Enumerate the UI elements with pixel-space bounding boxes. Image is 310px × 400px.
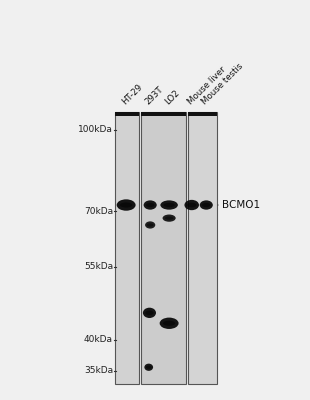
Ellipse shape <box>160 200 178 210</box>
Ellipse shape <box>162 214 176 222</box>
Ellipse shape <box>163 203 175 207</box>
Text: 55kDa: 55kDa <box>84 262 113 271</box>
Text: 40kDa: 40kDa <box>84 335 113 344</box>
Ellipse shape <box>163 321 175 326</box>
Ellipse shape <box>147 223 153 227</box>
Ellipse shape <box>187 203 197 207</box>
Bar <box>188 112 217 384</box>
Bar <box>141 109 186 116</box>
Text: Mouse liver: Mouse liver <box>186 65 228 106</box>
Ellipse shape <box>145 221 155 228</box>
Ellipse shape <box>146 203 154 207</box>
Ellipse shape <box>165 216 173 220</box>
Ellipse shape <box>200 200 213 210</box>
Bar <box>188 109 217 116</box>
Text: HT-29: HT-29 <box>121 82 144 106</box>
Text: 100kDa: 100kDa <box>78 125 113 134</box>
Text: 70kDa: 70kDa <box>84 207 113 216</box>
Ellipse shape <box>160 318 179 329</box>
Ellipse shape <box>144 364 153 371</box>
Text: 293T: 293T <box>143 85 165 106</box>
Ellipse shape <box>145 310 154 315</box>
Bar <box>141 112 186 384</box>
Ellipse shape <box>184 200 199 210</box>
Ellipse shape <box>146 366 152 369</box>
Text: LO2: LO2 <box>163 88 181 106</box>
Ellipse shape <box>144 200 157 210</box>
Bar <box>115 109 139 116</box>
Text: Mouse testis: Mouse testis <box>200 62 245 106</box>
Ellipse shape <box>120 202 132 208</box>
Ellipse shape <box>117 199 135 211</box>
Bar <box>115 112 139 384</box>
Text: 35kDa: 35kDa <box>84 366 113 375</box>
Ellipse shape <box>202 203 210 207</box>
Ellipse shape <box>143 308 156 318</box>
Text: BCMO1: BCMO1 <box>222 200 260 210</box>
